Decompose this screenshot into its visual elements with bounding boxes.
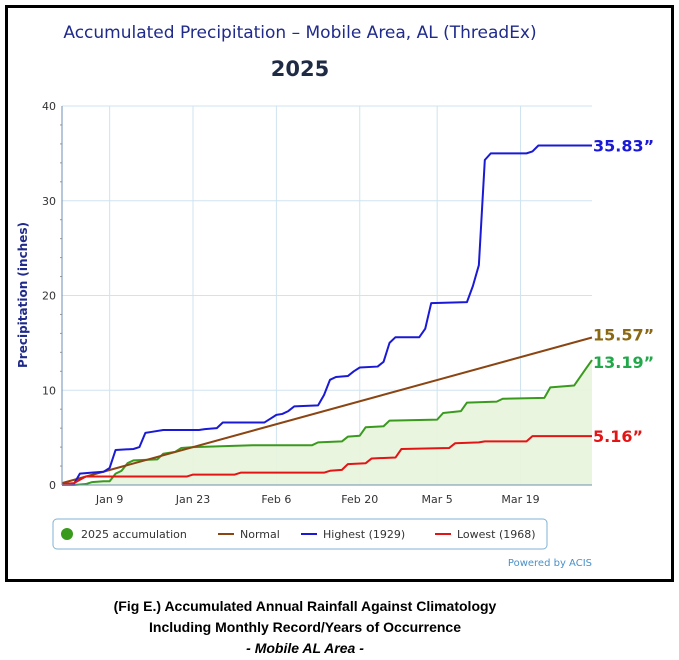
x-tick-label: Feb 6 (261, 493, 291, 506)
y-tick-label: 30 (42, 195, 56, 208)
legend-item-normal[interactable]: Normal (218, 528, 280, 541)
end-value-label: 15.57” (593, 325, 654, 344)
legend-label-highest: Highest (1929) (323, 528, 405, 541)
x-tick-label: Jan 9 (95, 493, 123, 506)
legend-box (52, 518, 548, 550)
y-tick-label: 20 (42, 290, 56, 303)
chart-title: Accumulated Precipitation – Mobile Area,… (63, 23, 536, 43)
legend-label-normal: Normal (240, 528, 280, 541)
end-label-layer: 35.83” 15.57” 13.19” 5.16” (593, 137, 654, 447)
legend-label-2025: 2025 accumulation (81, 528, 187, 541)
chart-svg: Accumulated Precipitation – Mobile Area,… (16, 23, 654, 569)
series-layer (61, 144, 593, 486)
figure-caption: (Fig E.) Accumulated Annual Rainfall Aga… (0, 596, 610, 659)
caption-line-1: (Fig E.) Accumulated Annual Rainfall Aga… (113, 598, 497, 614)
chart-subtitle: 2025 (271, 57, 329, 81)
series-lowest-line (61, 435, 592, 486)
end-value-label: 5.16” (593, 427, 643, 446)
y-axis-label: Precipitation (inches) (16, 222, 30, 368)
axis-layer: 0 10 20 30 40 Jan 9 Jan 23 Feb 6 Feb 20 Mar 5 Mar … (42, 100, 592, 506)
credit-link[interactable]: Powered by ACIS (508, 558, 592, 569)
x-tick-label: Feb 20 (341, 493, 378, 506)
y-tick-label: 10 (42, 384, 56, 397)
chart-frame (5, 5, 674, 582)
legend-item-lowest[interactable]: Lowest (1968) (435, 528, 536, 541)
grid-layer (62, 105, 592, 485)
legend-item-2025[interactable]: 2025 accumulation (61, 528, 187, 541)
legend-item-highest[interactable]: Highest (1929) (301, 528, 405, 541)
legend: 2025 accumulation Normal Highest (1929) … (52, 518, 548, 550)
series-highest-line (62, 144, 592, 486)
x-tick-label: Jan 23 (175, 493, 210, 506)
end-value-label: 35.83” (593, 137, 654, 156)
legend-label-lowest: Lowest (1968) (457, 528, 536, 541)
series-2025-area (62, 360, 592, 485)
x-tick-label: Mar 19 (501, 493, 539, 506)
caption-line-3: - Mobile AL Area - (246, 640, 364, 656)
legend-marker-2025 (61, 528, 73, 540)
end-value-label: 13.19” (593, 353, 654, 372)
y-tick-label: 0 (49, 479, 56, 492)
series-normal-line (61, 336, 593, 485)
y-tick-label: 40 (42, 100, 56, 113)
x-tick-label: Mar 5 (422, 493, 453, 506)
caption-line-2: Including Monthly Record/Years of Occurr… (149, 619, 461, 635)
